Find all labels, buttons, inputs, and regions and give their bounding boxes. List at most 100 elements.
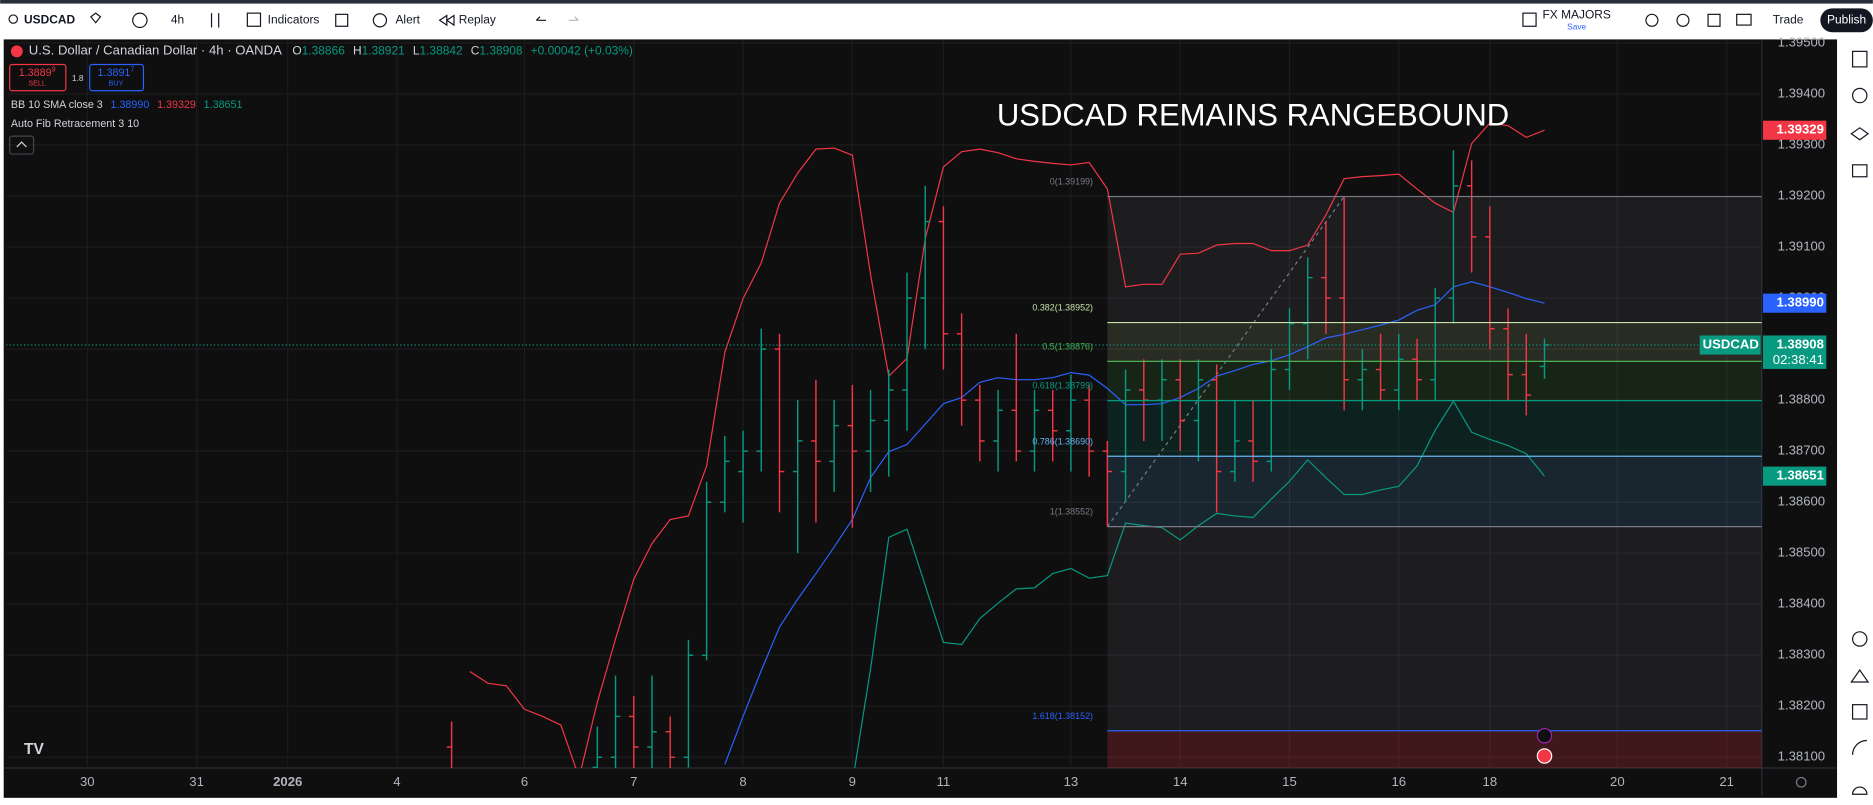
bb-upper: 1.39329 bbox=[157, 99, 196, 111]
notifications-icon[interactable] bbox=[1851, 786, 1868, 795]
stream-icon[interactable] bbox=[1851, 739, 1867, 755]
search-icon[interactable] bbox=[8, 14, 19, 24]
fullscreen[interactable] bbox=[1707, 13, 1721, 27]
fib-label: 1(1.38552) bbox=[1050, 507, 1093, 517]
overlay: 1.38100 1.38200 1.38300 1.38400 1.38500 1.386… bbox=[80, 34, 1827, 789]
y-tick-label: 1.38700 bbox=[1778, 443, 1825, 458]
sell-price-pip[interactable]: 9 bbox=[52, 65, 56, 73]
collapse-icon[interactable] bbox=[16, 141, 27, 148]
logo: TV bbox=[24, 741, 44, 758]
compare-button[interactable] bbox=[132, 12, 148, 29]
x-tick-label: 14 bbox=[1173, 774, 1188, 789]
buy-label[interactable]: BUY bbox=[109, 79, 124, 87]
fib-label: 0.5(1.38876) bbox=[1042, 341, 1093, 351]
y-tick-label: 1.39300 bbox=[1778, 136, 1825, 151]
templates-button[interactable] bbox=[335, 13, 349, 27]
fib-label: 0.786(1.38690) bbox=[1032, 436, 1093, 446]
y-tick-label: 1.39100 bbox=[1778, 239, 1825, 254]
layout-status: Save bbox=[1567, 22, 1586, 32]
band-tag-label: 1.39329 bbox=[1776, 122, 1823, 137]
replay-button[interactable]: Replay bbox=[459, 12, 496, 26]
y-tick-label: 1.38100 bbox=[1778, 749, 1825, 764]
y-tick-label: 1.38400 bbox=[1778, 596, 1825, 611]
x-tick-label: 4 bbox=[393, 774, 400, 789]
fib-label: 0.382(1.38952) bbox=[1032, 303, 1093, 313]
ideas-icon[interactable] bbox=[1850, 668, 1870, 683]
watchlist-icon[interactable] bbox=[1851, 50, 1868, 68]
publish-button[interactable]: Publish bbox=[1827, 12, 1866, 26]
event-marker bbox=[1536, 748, 1553, 764]
high-label: H bbox=[353, 44, 362, 58]
sell-button[interactable] bbox=[9, 63, 67, 92]
change: +0.00042 (+0.03%) bbox=[531, 44, 633, 58]
replay-icon[interactable] bbox=[438, 14, 455, 27]
x-tick-label: 20 bbox=[1610, 774, 1625, 789]
band-line bbox=[854, 399, 1545, 768]
snapshot[interactable] bbox=[1736, 13, 1752, 26]
axis-settings[interactable] bbox=[1795, 776, 1807, 788]
plot: 0(1.39199) 0.382(1.38952) 0.5(1.38876) 0.61… bbox=[6, 122, 1762, 768]
fib-legend: Auto Fib Retracement 3 10 bbox=[11, 118, 139, 130]
open-value: 1.38866 bbox=[302, 44, 346, 58]
fib-fills bbox=[1107, 196, 1762, 768]
price-tag bbox=[1762, 335, 1827, 369]
redo-button[interactable] bbox=[568, 16, 579, 21]
band-tag bbox=[1762, 466, 1827, 486]
quick-search[interactable] bbox=[1645, 13, 1659, 27]
x-tick-label: 31 bbox=[189, 774, 204, 789]
flag-icon bbox=[10, 45, 23, 58]
layers-icon[interactable] bbox=[1850, 127, 1870, 141]
sell-price-main[interactable]: 1.3889 bbox=[19, 67, 52, 79]
top-strip bbox=[0, 0, 1873, 4]
symbol-name: U.S. Dollar / Canadian Dollar · 4h · OAN… bbox=[29, 43, 282, 58]
layout-icon[interactable] bbox=[1522, 12, 1537, 27]
close-value: 1.38908 bbox=[479, 44, 523, 58]
band-line bbox=[469, 122, 1545, 768]
sell-price[interactable]: 1.38899 bbox=[19, 65, 56, 79]
y-tick-label: 1.38300 bbox=[1778, 647, 1825, 662]
trade-button[interactable]: Trade bbox=[1773, 12, 1804, 26]
x-tick-label: 30 bbox=[80, 774, 95, 789]
target-icon[interactable] bbox=[1851, 631, 1868, 647]
countdown: 02:38:41 bbox=[1773, 352, 1824, 367]
alert-button[interactable]: Alert bbox=[395, 12, 420, 26]
buy-price-main[interactable]: 1.3891 bbox=[98, 67, 131, 79]
symbol-icon[interactable] bbox=[90, 12, 102, 24]
x-tick-label: 21 bbox=[1719, 774, 1734, 789]
buy-price[interactable]: 1.38917 bbox=[98, 65, 135, 79]
x-tick-label: 18 bbox=[1483, 774, 1498, 789]
x-tick-label: 2026 bbox=[273, 774, 302, 789]
collapse-button[interactable] bbox=[9, 135, 35, 155]
bb-legend: BB 10 SMA close 3 1.38990 1.39329 1.3865… bbox=[11, 99, 243, 111]
alerts-icon[interactable] bbox=[1851, 87, 1868, 104]
undo-button[interactable] bbox=[535, 16, 546, 21]
alert-icon[interactable] bbox=[372, 13, 388, 28]
symbol-search[interactable]: USDCAD bbox=[24, 12, 75, 26]
chart-title: USDCAD REMAINS RANGEBOUND bbox=[997, 97, 1509, 132]
indicators-button[interactable]: Indicators bbox=[268, 12, 320, 26]
interval-button[interactable]: 4h bbox=[171, 12, 184, 26]
sell-label[interactable]: SELL bbox=[28, 79, 46, 87]
x-tick-label: 6 bbox=[521, 774, 528, 789]
x-tick-label: 8 bbox=[739, 774, 746, 789]
x-tick-label: 16 bbox=[1391, 774, 1406, 789]
bb-name: BB 10 SMA close 3 bbox=[11, 99, 103, 111]
calendar-icon[interactable] bbox=[1851, 704, 1868, 720]
layout-name[interactable]: FX MAJORS bbox=[1543, 8, 1611, 22]
sidebar bbox=[1850, 50, 1870, 795]
y-tick-label: 1.39400 bbox=[1778, 85, 1825, 100]
publish-bg[interactable] bbox=[1820, 8, 1873, 33]
chart-legend: U.S. Dollar / Canadian Dollar · 4h · OAN… bbox=[9, 43, 1807, 788]
buy-price-pip[interactable]: 7 bbox=[130, 65, 134, 73]
high-value: 1.38921 bbox=[362, 44, 406, 58]
indicators-icon[interactable] bbox=[246, 12, 262, 27]
buy-button[interactable] bbox=[89, 63, 145, 92]
chat-icon[interactable] bbox=[1851, 164, 1868, 178]
y-tick-label: 1.39200 bbox=[1778, 188, 1825, 203]
settings[interactable] bbox=[1676, 13, 1690, 27]
x-tick-label: 13 bbox=[1064, 774, 1079, 789]
bar-style-button[interactable] bbox=[210, 13, 220, 28]
y-tick-label: 1.39500 bbox=[1778, 34, 1825, 49]
bb-mid: 1.38990 bbox=[111, 99, 150, 111]
